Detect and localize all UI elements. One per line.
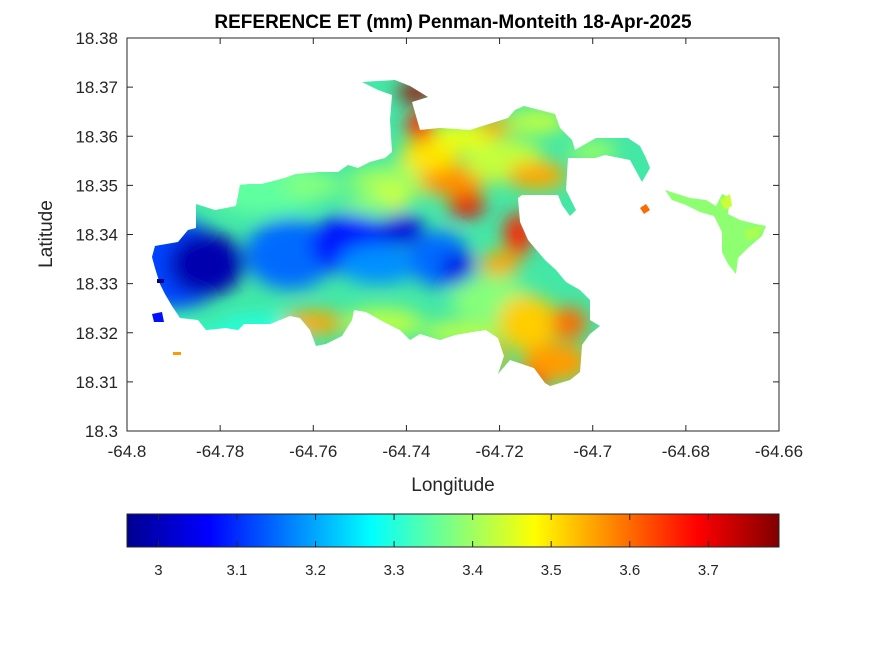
heatmap-cell <box>283 173 344 198</box>
x-tick-label: -64.8 <box>108 442 147 461</box>
heatmap-cell <box>521 342 590 383</box>
x-tick-label: -64.7 <box>573 442 612 461</box>
heatmap-cell <box>479 251 520 276</box>
heatmap-cell <box>432 122 493 151</box>
colorbar-tick-label: 3.2 <box>305 562 326 579</box>
y-tick-label: 18.35 <box>75 176 118 195</box>
x-axis: -64.8 -64.78 -64.76 -64.74 -64.72 -64.7 -64.68… <box>108 38 803 461</box>
heatmap-cell <box>379 213 424 246</box>
colorbar-tick-label: 3.4 <box>462 562 483 579</box>
y-tick-label: 18.37 <box>75 78 118 97</box>
y-axis-label: Latitude <box>36 200 57 268</box>
heatmap-cell <box>441 252 474 285</box>
heatmap-cell <box>338 243 419 284</box>
x-tick-label: -64.76 <box>289 442 337 461</box>
heatmap-cell <box>399 139 460 172</box>
y-tick-label: 18.32 <box>75 324 118 343</box>
heatmap-cell <box>448 193 485 218</box>
x-tick-label: -64.74 <box>382 442 430 461</box>
colorbar-tick-label: 3 <box>154 562 162 579</box>
heatmap-cell <box>506 161 567 190</box>
x-tick-label: -64.78 <box>196 442 244 461</box>
heatmap-cell <box>168 231 245 296</box>
colorbar-tick-label: 3.3 <box>384 562 405 579</box>
heatmap-cell <box>343 195 396 216</box>
x-tick-label: -64.68 <box>662 442 710 461</box>
colorbar-tick-label: 3.6 <box>619 562 640 579</box>
heatmap-cell <box>419 164 487 197</box>
colorbar-ticks: 3 3.1 3.2 3.3 3.4 3.5 3.6 3.7 <box>154 514 719 579</box>
y-tick-label: 18.3 <box>85 422 118 441</box>
x-tick-label: -64.72 <box>475 442 523 461</box>
y-tick-label: 18.34 <box>75 226 118 245</box>
heatmap-cell <box>551 306 588 339</box>
colorbar-tick-label: 3.7 <box>698 562 719 579</box>
y-tick-label: 18.33 <box>75 275 118 294</box>
colorbar <box>126 513 780 548</box>
colorbar-tick-label: 3.5 <box>541 562 562 579</box>
y-tick-label: 18.36 <box>75 127 118 146</box>
x-axis-label: Longitude <box>411 475 494 496</box>
y-tick-label: 18.38 <box>75 29 118 48</box>
heatmap-cell <box>497 294 558 351</box>
x-tick-label: -64.66 <box>755 442 803 461</box>
east-arm <box>152 190 766 355</box>
colorbar-tick-label: 3.1 <box>227 562 248 579</box>
y-tick-label: 18.31 <box>75 373 118 392</box>
heatmap-cell <box>506 109 567 134</box>
y-axis: 18.3 18.31 18.32 18.33 18.34 18.35 18.36 18.37 1… <box>75 29 779 441</box>
chart-title: REFERENCE ET (mm) Penman-Monteith 18-Apr… <box>214 12 692 33</box>
